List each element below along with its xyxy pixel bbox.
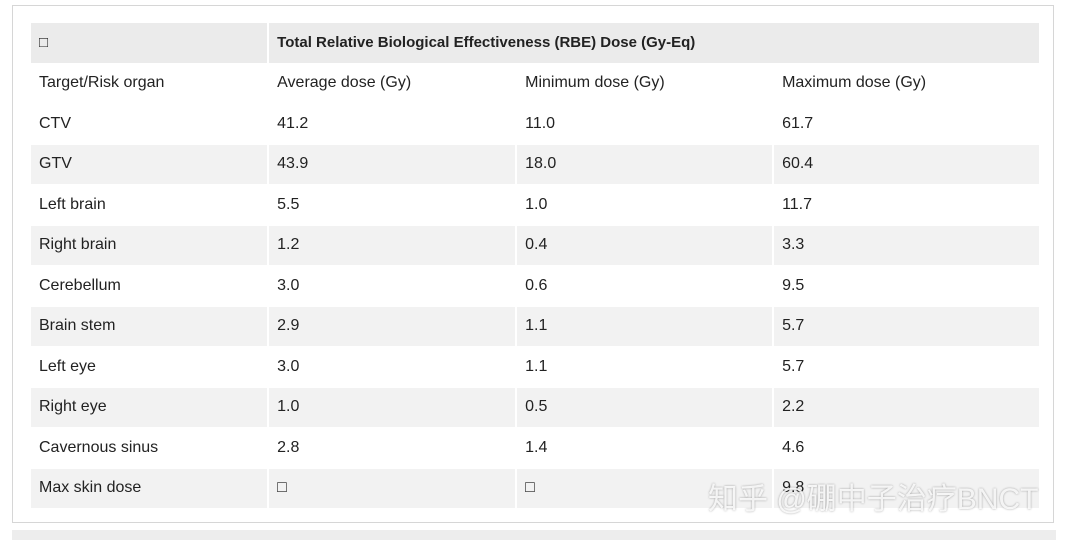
cell: 0.5 (517, 387, 773, 427)
data-row: Brain stem 2.9 1.1 5.7 (31, 306, 1039, 346)
cell: 3.3 (774, 225, 1039, 265)
header-row: □ Total Relative Biological Effectiveness… (31, 23, 1039, 63)
data-row: GTV 43.9 18.0 60.4 (31, 144, 1039, 184)
cell: 1.4 (525, 438, 548, 456)
cell: □ (517, 468, 773, 508)
header-cell: □ (31, 23, 268, 63)
watermark: 知乎 @硼中子治疗BNCT (708, 483, 1039, 516)
cell: 4.6 (782, 438, 805, 456)
cell: 2.2 (774, 387, 1039, 427)
cell: 11.7 (782, 195, 813, 213)
cell: 18.0 (517, 144, 773, 184)
column-row: Target/Risk organ Average dose (Gy) Minimu… (31, 64, 1039, 104)
bottom-strip (12, 530, 1056, 540)
cell: 2.9 (269, 306, 516, 346)
data-row: Left eye 3.0 1.1 5.7 (31, 347, 1039, 387)
cell: 9.5 (782, 276, 805, 294)
dose-table: □ Total Relative Biological Effectiveness… (29, 22, 1041, 509)
cell: 3.0 (277, 357, 300, 375)
data-row: Max skin dose □ □ 9.8 (31, 468, 1039, 508)
cell: 61.7 (782, 114, 814, 132)
column-header: Maximum dose (Gy) (782, 74, 927, 92)
cell: 1.1 (517, 306, 773, 346)
header-cell: Total Relative Biological Effectiveness … (269, 23, 1039, 63)
cell: Right brain (31, 225, 268, 265)
cell: 1.0 (269, 387, 516, 427)
table-frame: □ Total Relative Biological Effectiveness… (12, 5, 1054, 523)
cell: Cerebellum (39, 276, 121, 294)
cell: 5.5 (277, 195, 300, 213)
cell: Cavernous sinus (39, 438, 159, 456)
cell: 1.0 (525, 195, 548, 213)
data-row: Cerebellum 3.0 0.6 9.5 (31, 266, 1039, 306)
column-header: Target/Risk organ (39, 74, 165, 92)
cell: 60.4 (774, 144, 1039, 184)
cell: 41.2 (277, 114, 309, 132)
cell: CTV (39, 114, 71, 132)
data-row: Left brain 5.5 1.0 11.7 (31, 185, 1039, 225)
cell: Brain stem (31, 306, 268, 346)
cell: 0.6 (525, 276, 548, 294)
table-body: □ Total Relative Biological Effectiveness… (31, 23, 1039, 508)
cell: 1.2 (269, 225, 516, 265)
cell: 5.7 (782, 357, 805, 375)
cell: 43.9 (269, 144, 516, 184)
column-header: Minimum dose (Gy) (525, 74, 665, 92)
cell: 5.7 (774, 306, 1039, 346)
cell: 2.8 (277, 438, 300, 456)
data-row: CTV 41.2 11.0 61.7 (31, 104, 1039, 144)
data-row: Cavernous sinus 2.8 1.4 4.6 (31, 428, 1039, 468)
cell: Max skin dose (31, 468, 268, 508)
cell: 3.0 (277, 276, 300, 294)
cell: Left brain (39, 195, 106, 213)
cell: 1.1 (525, 357, 548, 375)
data-row: Right eye 1.0 0.5 2.2 (31, 387, 1039, 427)
cell: 9.8 (774, 468, 1039, 508)
cell: 11.0 (525, 114, 556, 132)
cell: Left eye (39, 357, 96, 375)
data-row: Right brain 1.2 0.4 3.3 (31, 225, 1039, 265)
column-header: Average dose (Gy) (277, 74, 412, 92)
cell: 0.4 (517, 225, 773, 265)
cell: GTV (31, 144, 268, 184)
cell: □ (269, 468, 516, 508)
cell: Right eye (31, 387, 268, 427)
